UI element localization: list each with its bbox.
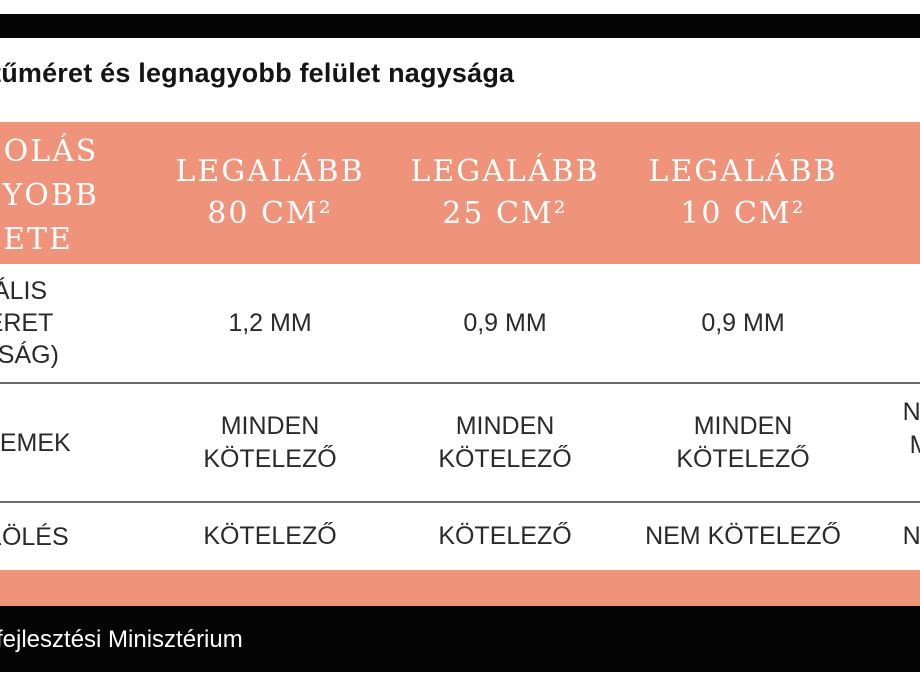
- source-credit: fejlesztési Minisztérium: [0, 626, 243, 653]
- table-cell: KÖTELEZŐ: [203, 522, 337, 550]
- table-cell: 0,9 MM: [701, 308, 785, 337]
- row-divider: [0, 382, 920, 384]
- row-label: ELÖLÉS: [0, 522, 69, 551]
- header-cell-10: LEGALÁBB 10 CM²: [648, 154, 838, 231]
- table-cell: NEM KÖTELEZŐ: [645, 522, 841, 550]
- page-title: tűméret és legnagyobb felület nagysága: [0, 58, 515, 88]
- table-cell: MINDEN KÖTELEZŐ: [676, 412, 810, 473]
- table-cell-partial: [860, 264, 920, 382]
- table-cell-partial: NE: [902, 522, 920, 550]
- row-divider: [0, 501, 920, 503]
- header-cell-25: LEGALÁBB 25 CM²: [410, 154, 600, 231]
- bottom-accent-band: [0, 570, 920, 606]
- table-cell: MINDEN KÖTELEZŐ: [438, 412, 572, 473]
- table-row: ELÖLÉS KÖTELEZŐ KÖTELEZŐ NEM KÖTELEZŐ NE: [0, 503, 920, 570]
- table-cell: KÖTELEZŐ: [438, 522, 572, 550]
- header-cell-label: GOLÁS GYOBB ETE: [0, 134, 99, 257]
- header-cell-80: LEGALÁBB 80 CM²: [175, 154, 365, 231]
- table-cell: MINDEN KÖTELEZŐ: [203, 412, 337, 473]
- table-cell-partial: NÉ M: [902, 398, 920, 459]
- footer-bar: fejlesztési Minisztérium: [0, 606, 920, 672]
- table-row: ÁLIS ÉRET SSÁG) 1,2 MM 0,9 MM 0,9 MM: [0, 264, 920, 382]
- title-band: tűméret és legnagyobb felület nagysága: [0, 38, 920, 122]
- table-cell: 1,2 MM: [228, 308, 312, 337]
- table-header-row: GOLÁS GYOBB ETE LEGALÁBB 80 CM² LEGALÁBB…: [0, 122, 920, 264]
- table-row: ELEMEK MINDEN KÖTELEZŐ MINDEN KÖTELEZŐ M…: [0, 384, 920, 502]
- table-cell: 0,9 MM: [463, 308, 547, 337]
- top-black-bar: [0, 14, 920, 38]
- row-label: ELEMEK: [0, 429, 71, 457]
- row-label: ÁLIS ÉRET SSÁG): [0, 277, 59, 369]
